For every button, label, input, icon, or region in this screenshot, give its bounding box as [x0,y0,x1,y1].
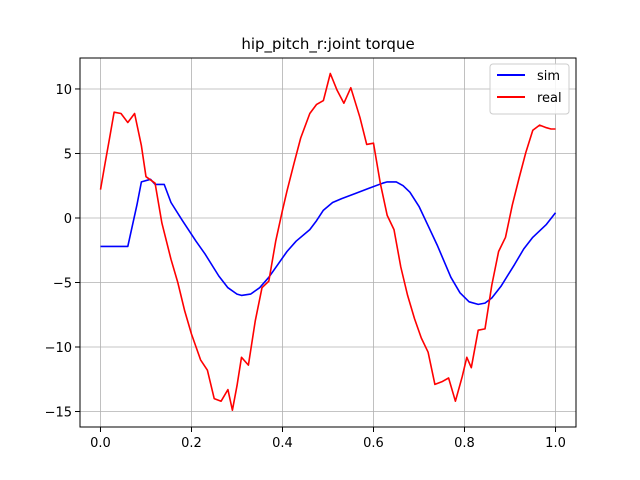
y-tick-label: −10 [45,341,72,356]
y-tick-label: −15 [45,406,72,421]
legend: sim real [490,64,569,114]
x-tick-label: 0.6 [363,436,384,451]
x-tick-label: 0.2 [181,436,202,451]
y-tick-label: −5 [53,276,72,291]
y-tick-label: 10 [55,83,72,98]
y-tick-label: 5 [64,147,72,162]
y-tick-label: 0 [64,212,72,227]
x-tick-label: 1.0 [545,436,566,451]
x-tick-label: 0.4 [272,436,293,451]
chart-title: hip_pitch_r:joint torque [241,35,414,54]
legend-label-sim: sim [537,69,560,84]
legend-label-real: real [537,91,562,106]
x-tick-label: 0.8 [454,436,475,451]
x-tick-label: 0.0 [90,436,111,451]
